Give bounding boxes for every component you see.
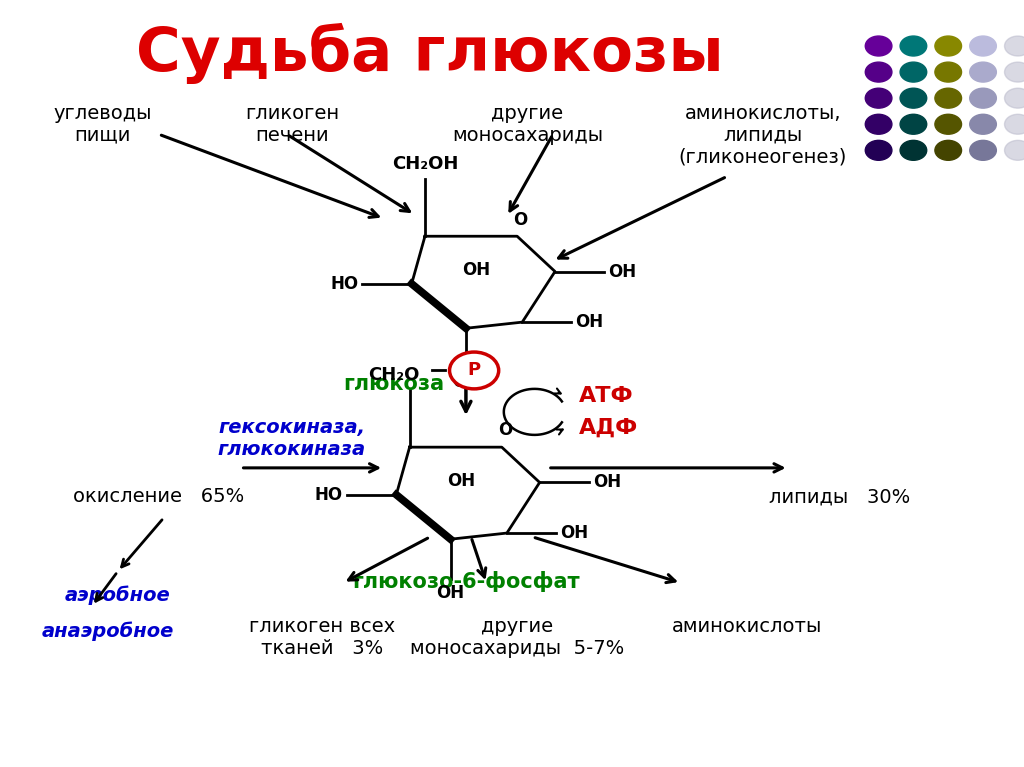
Text: углеводы
пищи: углеводы пищи [53,104,152,144]
Circle shape [900,114,927,134]
Text: липиды   30%: липиды 30% [769,487,910,506]
Text: O: O [513,211,527,229]
Circle shape [865,36,892,56]
Text: O: O [498,422,512,439]
Text: P: P [468,361,480,380]
Text: OH: OH [452,373,480,390]
Circle shape [900,88,927,108]
Circle shape [935,140,962,160]
Circle shape [1005,36,1024,56]
Text: гексокиназа,
глюкокиназа: гексокиназа, глюкокиназа [218,418,366,459]
Text: аминокислоты,
липиды
(гликонеогенез): аминокислоты, липиды (гликонеогенез) [679,104,847,166]
Circle shape [1005,88,1024,108]
Circle shape [1005,114,1024,134]
Text: Судьба глюкозы: Судьба глюкозы [136,23,724,84]
Text: окисление   65%: окисление 65% [73,487,245,506]
Circle shape [970,140,996,160]
Circle shape [1005,62,1024,82]
Text: анаэробное: анаэробное [41,621,174,641]
Circle shape [970,62,996,82]
Text: OH: OH [462,261,490,279]
Circle shape [935,114,962,134]
Text: CH₂O: CH₂O [369,366,420,384]
Text: аминокислоты: аминокислоты [673,617,822,636]
Text: OH: OH [593,473,621,492]
Text: OH: OH [436,584,465,601]
Text: аэробное: аэробное [65,585,171,605]
Text: гликоген
печени: гликоген печени [245,104,339,144]
Text: АТФ: АТФ [579,386,633,406]
Text: АДФ: АДФ [579,417,638,437]
Circle shape [900,36,927,56]
Circle shape [970,36,996,56]
Text: CH₂OH: CH₂OH [392,155,458,173]
Circle shape [935,62,962,82]
Text: OH: OH [446,472,475,490]
Text: OH: OH [608,262,636,281]
Circle shape [865,88,892,108]
Text: другие
моносахариды  5-7%: другие моносахариды 5-7% [410,617,625,657]
Circle shape [450,352,499,389]
Text: OH: OH [575,313,603,331]
Circle shape [900,62,927,82]
Text: OH: OH [560,524,588,542]
Circle shape [865,114,892,134]
Circle shape [865,62,892,82]
Circle shape [935,88,962,108]
Text: другие
моносахариды: другие моносахариды [452,104,603,144]
Text: глюкозо-6-фосфат: глюкозо-6-фосфат [352,571,580,591]
Circle shape [970,88,996,108]
Text: HO: HO [331,275,358,293]
Circle shape [1005,140,1024,160]
Text: глюкоза: глюкоза [344,374,444,394]
Text: HO: HO [315,486,343,504]
Text: гликоген всех
тканей   3%: гликоген всех тканей 3% [250,617,395,657]
Circle shape [970,114,996,134]
Circle shape [865,140,892,160]
Circle shape [900,140,927,160]
Circle shape [935,36,962,56]
